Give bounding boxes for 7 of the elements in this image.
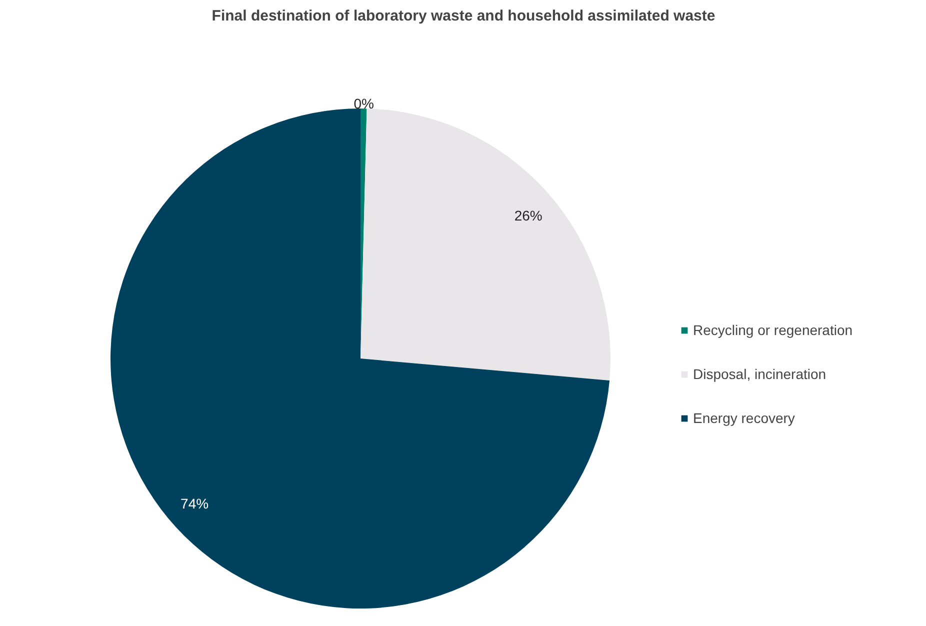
chart-title: Final destination of laboratory waste and household assimilated waste	[212, 8, 716, 24]
data-label: 0%	[354, 95, 374, 112]
legend-label: Recycling or regeneration	[693, 322, 853, 338]
data-label: 74%	[180, 495, 209, 512]
data-label: 26%	[514, 208, 542, 224]
legend-label: Energy recovery	[693, 410, 795, 426]
legend-label: Disposal, incineration	[693, 366, 826, 382]
